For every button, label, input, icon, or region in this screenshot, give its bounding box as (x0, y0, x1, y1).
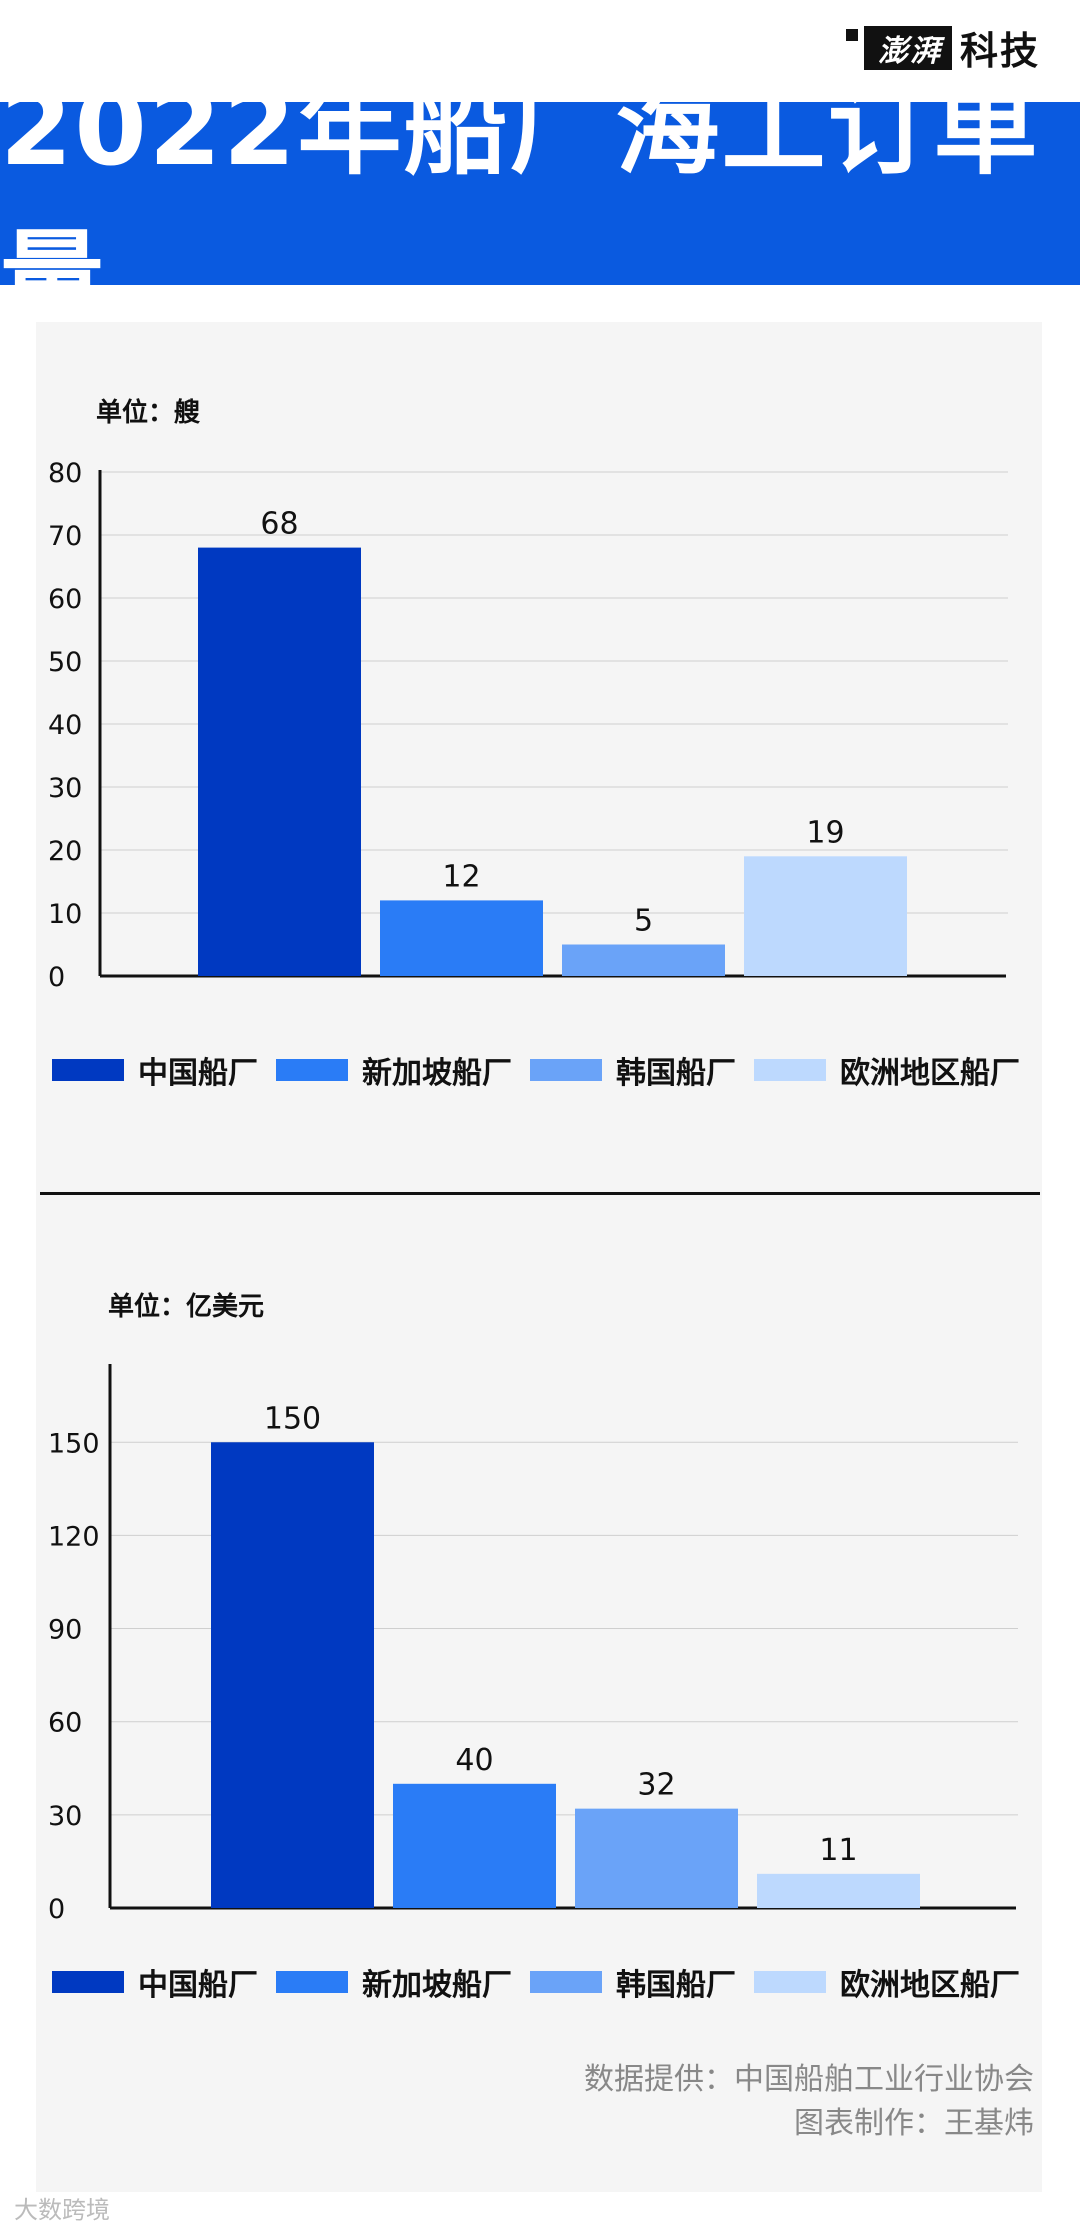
source-line-data: 数据提供：中国船舶工业行业协会 (584, 2062, 1034, 2097)
legend-label: 中国船厂 (138, 1968, 258, 2003)
y-tick-label: 120 (48, 1521, 100, 1552)
data-label: 68 (260, 507, 298, 542)
legend-label: 新加坡船厂 (362, 1968, 512, 2003)
y-tick-label: 70 (48, 521, 82, 552)
legend-swatch (276, 1971, 348, 1993)
page-title: 2022年船厂海工订单量 (0, 66, 1040, 340)
bar-2 (380, 900, 543, 976)
data-label: 11 (819, 1833, 857, 1868)
legend-item: 欧洲地区船厂 (754, 1048, 1020, 1092)
chart2-unit-label: 单位：亿美元 (108, 1292, 265, 1322)
bar-3 (575, 1808, 738, 1908)
y-tick-label: 50 (48, 647, 82, 678)
y-tick-label: 0 (48, 1894, 65, 1925)
y-tick-label: 150 (48, 1428, 100, 1459)
legend-label: 韩国船厂 (616, 1056, 736, 1091)
legend-item: 新加坡船厂 (276, 1960, 512, 2004)
bar-3 (562, 944, 725, 976)
legend-label: 欧洲地区船厂 (840, 1968, 1020, 2003)
y-tick-label: 60 (48, 584, 82, 615)
chart1-bar-chart: 0 10 20 30 40 50 60 70 80 68 12 5 19 (48, 458, 1008, 993)
chart2-legend: 中国船厂 新加坡船厂 韩国船厂 欧洲地区船厂 (52, 1960, 1038, 2004)
watermark: 大数跨境 (14, 2196, 110, 2224)
chart-divider (40, 1192, 1040, 1195)
chart1-legend: 中国船厂 新加坡船厂 韩国船厂 欧洲地区船厂 (52, 1048, 1038, 1092)
y-tick-label: 30 (48, 773, 82, 804)
y-tick-label: 0 (48, 962, 65, 993)
legend-swatch (754, 1059, 826, 1081)
y-tick-label: 30 (48, 1801, 82, 1832)
chart2-bar-chart: 0 30 60 90 120 150 150 40 32 11 (48, 1364, 1018, 1925)
brand-logo: 澎湃 科技 (845, 20, 1040, 75)
source-line-author: 图表制作：王基炜 (794, 2106, 1034, 2141)
legend-item: 欧洲地区船厂 (754, 1960, 1020, 2004)
legend-label: 新加坡船厂 (362, 1056, 512, 1091)
data-label: 19 (806, 815, 844, 850)
legend-item: 中国船厂 (52, 1048, 258, 1092)
legend-item: 中国船厂 (52, 1960, 258, 2004)
legend-swatch (52, 1971, 124, 1993)
data-label: 5 (634, 904, 653, 939)
bar-1 (198, 547, 361, 976)
legend-swatch (276, 1059, 348, 1081)
legend-item: 韩国船厂 (530, 1048, 736, 1092)
bar-1 (211, 1442, 374, 1908)
legend-label: 欧洲地区船厂 (840, 1056, 1020, 1091)
data-label: 32 (637, 1768, 675, 1803)
y-tick-label: 60 (48, 1708, 82, 1739)
data-label: 12 (442, 859, 480, 894)
legend-label: 中国船厂 (138, 1056, 258, 1091)
y-tick-label: 90 (48, 1615, 82, 1646)
brand-name: 澎湃 (863, 25, 952, 70)
bar-2 (393, 1783, 556, 1908)
y-tick-label: 40 (48, 710, 82, 741)
chart1-unit-label: 单位：艘 (96, 398, 201, 428)
y-tick-label: 80 (48, 458, 82, 489)
bar-4 (757, 1873, 920, 1908)
legend-item: 韩国船厂 (530, 1960, 736, 2004)
legend-swatch (52, 1059, 124, 1081)
brand-suffix: 科技 (959, 29, 1040, 73)
legend-swatch (530, 1059, 602, 1081)
logo-square-icon (845, 28, 858, 41)
data-label: 40 (455, 1743, 493, 1778)
title-band: 2022年船厂海工订单量 (0, 67, 1080, 340)
legend-swatch (754, 1971, 826, 1993)
bar-4 (744, 856, 907, 976)
data-label: 150 (264, 1401, 321, 1436)
legend-swatch (530, 1971, 602, 1993)
legend-label: 韩国船厂 (616, 1968, 736, 2003)
legend-item: 新加坡船厂 (276, 1048, 512, 1092)
source-note: 数据提供：中国船舶工业行业协会 图表制作：王基炜 (584, 2058, 1034, 2146)
y-tick-label: 10 (48, 899, 82, 930)
y-tick-label: 20 (48, 836, 82, 867)
